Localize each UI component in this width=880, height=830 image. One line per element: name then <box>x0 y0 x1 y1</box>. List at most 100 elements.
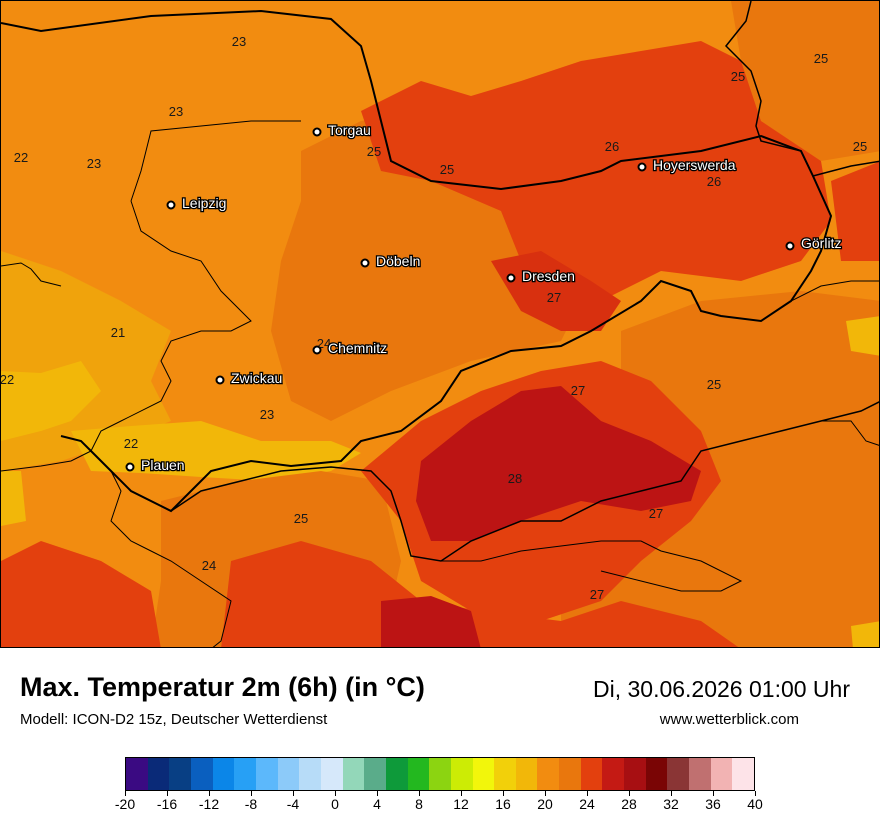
iso-label: 27 <box>649 506 663 521</box>
color-scale-cell <box>342 758 365 790</box>
color-scale-cell <box>407 758 430 790</box>
color-scale-tick-label: 24 <box>579 796 595 812</box>
field-25-northeast <box>731 1 879 161</box>
field-east-yellow-1 <box>846 316 879 356</box>
city-label: Dresden <box>522 268 575 284</box>
city-label: Döbeln <box>376 253 420 269</box>
color-scale-tick-label: -20 <box>114 796 136 812</box>
model-info: Modell: ICON-D2 15z, Deutscher Wetterdie… <box>20 711 328 728</box>
color-scale-cell <box>494 758 516 790</box>
color-scale-cell <box>320 758 343 790</box>
color-scale-cell <box>299 758 321 790</box>
color-scale-tick-label: -16 <box>156 796 178 812</box>
color-scale-cell <box>277 758 300 790</box>
color-scale-cell <box>559 758 581 790</box>
city-plauen: Plauen <box>125 456 186 474</box>
field-26-north <box>361 41 831 301</box>
iso-label: 25 <box>294 511 308 526</box>
field-26-dresden <box>491 251 621 331</box>
border-east-lower <box>760 280 879 322</box>
color-scale-tick <box>503 791 504 796</box>
color-scale-cell <box>689 758 711 790</box>
color-scale-tick <box>419 791 420 796</box>
iso-label: 22 <box>1 372 14 387</box>
color-scale-tick-label: 20 <box>537 796 553 812</box>
city-label: Torgau <box>328 122 371 138</box>
city-leipzig: Leipzig <box>166 194 228 212</box>
color-scale-tick <box>713 791 714 796</box>
color-scale-ticks: -20 -16 -12 -8 -4 0 4 8 12 16 20 24 28 32 36 40 <box>115 791 763 821</box>
iso-label: 21 <box>111 325 125 340</box>
color-scale-cell <box>472 758 495 790</box>
color-scale-tick-label: 32 <box>663 796 679 812</box>
border-bottom-left <box>1 450 92 472</box>
color-scale-bar <box>125 757 755 791</box>
city-label: Hoyerswerda <box>653 157 736 173</box>
forecast-datetime: Di, 30.06.2026 01:00 Uhr <box>592 676 850 702</box>
color-scale-cell <box>255 758 278 790</box>
city-label: Leipzig <box>182 195 226 211</box>
iso-label: 28 <box>508 471 522 486</box>
city-doebeln: Döbeln <box>360 252 422 270</box>
color-scale-cell <box>667 758 690 790</box>
field-yellow-band <box>1 361 101 441</box>
iso-label: 25 <box>707 377 721 392</box>
website-link[interactable]: www.wetterblick.com <box>659 711 799 728</box>
iso-label: 25 <box>367 144 381 159</box>
field-26-south <box>221 541 739 647</box>
field-26-east <box>831 161 879 261</box>
color-scale-cell <box>710 758 733 790</box>
border-poland <box>724 1 879 177</box>
iso-label: 27 <box>571 383 585 398</box>
color-scale-cell <box>732 758 755 790</box>
color-scale-cell <box>169 758 191 790</box>
iso-label: 26 <box>707 174 721 189</box>
city-torgau: Torgau <box>312 121 372 139</box>
city-hoyerswerda: Hoyerswerda <box>637 156 737 174</box>
border-southwest <box>110 470 232 647</box>
color-scale-cell <box>645 758 668 790</box>
color-scale-cell <box>515 758 538 790</box>
field-28-south <box>381 596 481 647</box>
color-scale-tick-label: 16 <box>495 796 511 812</box>
color-scale-tick-label: 8 <box>415 796 423 812</box>
iso-label: 23 <box>169 104 183 119</box>
color-scale-cell <box>190 758 213 790</box>
color-scale-tick-label: 12 <box>453 796 469 812</box>
iso-label: 24 <box>202 558 216 573</box>
iso-label: 25 <box>853 139 867 154</box>
color-scale-tick <box>755 791 756 796</box>
color-scale-tick <box>461 791 462 796</box>
temperature-map: 23 23 23 22 25 25 26 26 25 25 25 27 21 2… <box>0 0 880 648</box>
city-chemnitz: Chemnitz <box>312 339 388 357</box>
map-title: Max. Temperatur 2m (6h) (in °C) <box>20 672 425 702</box>
color-scale-tick-label: 0 <box>331 796 339 812</box>
color-scale-cell <box>624 758 646 790</box>
iso-label: 26 <box>605 139 619 154</box>
iso-label: 25 <box>731 69 745 84</box>
city-label: Chemnitz <box>328 340 387 356</box>
field-east-yellow-2 <box>851 621 879 647</box>
field-28-core <box>416 386 701 541</box>
district-boundary-west <box>90 200 252 452</box>
color-scale-tick <box>671 791 672 796</box>
city-label: Zwickau <box>231 370 282 386</box>
color-scale-tick-label: 4 <box>373 796 381 812</box>
color-scale-tick <box>167 791 168 796</box>
iso-label: 22 <box>14 150 28 165</box>
city-goerlitz: Görlitz <box>785 234 843 252</box>
color-scale-cell <box>212 758 235 790</box>
color-scale-cell <box>580 758 603 790</box>
color-scale-cell <box>429 758 451 790</box>
iso-label: 25 <box>814 51 828 66</box>
border-czech <box>170 401 879 562</box>
iso-label: 23 <box>232 34 246 49</box>
color-scale-tick-label: 28 <box>621 796 637 812</box>
color-scale-cell <box>126 758 148 790</box>
iso-label: 27 <box>590 587 604 602</box>
color-scale-tick <box>587 791 588 796</box>
city-label: Görlitz <box>801 235 841 251</box>
color-scale-tick-label: -12 <box>198 796 220 812</box>
color-scale-tick <box>251 791 252 796</box>
color-scale-tick <box>293 791 294 796</box>
